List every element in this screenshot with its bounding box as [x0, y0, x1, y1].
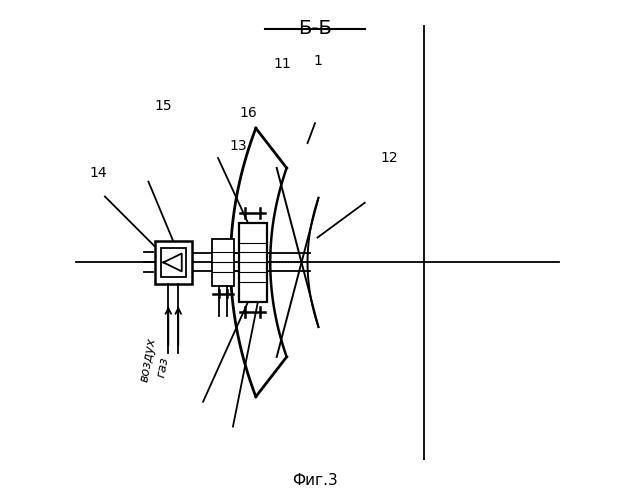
- Polygon shape: [163, 254, 181, 272]
- Bar: [239, 222, 266, 302]
- Text: газ: газ: [155, 356, 171, 378]
- Text: Б-Б: Б-Б: [298, 19, 332, 38]
- Text: 1: 1: [313, 54, 322, 68]
- Text: 15: 15: [154, 99, 172, 113]
- Bar: [154, 242, 192, 284]
- Text: 14: 14: [90, 166, 108, 180]
- Bar: [161, 248, 186, 278]
- Text: 12: 12: [381, 151, 398, 165]
- Text: Фиг.3: Фиг.3: [292, 472, 338, 488]
- Text: 11: 11: [274, 56, 292, 70]
- Bar: [212, 239, 234, 286]
- Text: 16: 16: [239, 106, 257, 120]
- Text: 13: 13: [229, 138, 247, 152]
- Text: воздух: воздух: [138, 336, 159, 382]
